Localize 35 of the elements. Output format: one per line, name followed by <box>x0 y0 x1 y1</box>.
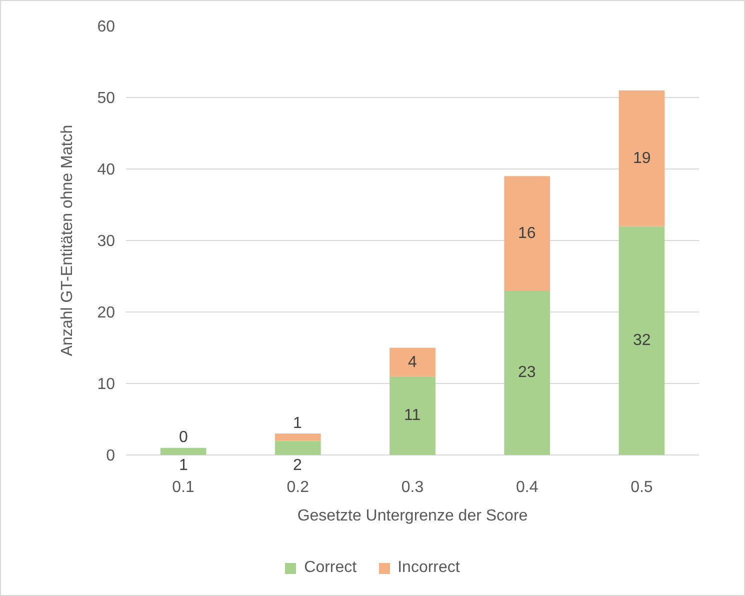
x-axis-title: Gesetzte Untergrenze der Score <box>297 508 528 525</box>
data-label: 4 <box>408 354 417 371</box>
bar <box>274 434 321 441</box>
legend-label: Correct <box>304 559 357 577</box>
x-tick-label: 0.4 <box>516 479 538 496</box>
y-tick-label: 30 <box>97 233 116 250</box>
bar <box>504 290 550 455</box>
data-label: 1 <box>293 415 302 432</box>
data-label: 19 <box>633 150 651 167</box>
legend-label: Incorrect <box>398 559 460 577</box>
bar <box>618 90 665 226</box>
data-label: 23 <box>518 364 536 381</box>
x-tick-label: 0.5 <box>630 479 653 496</box>
x-tick-label: 0.1 <box>172 479 195 496</box>
data-label: 1 <box>179 457 188 474</box>
y-tick-label: 10 <box>97 376 116 394</box>
y-tick-label: 20 <box>97 304 116 322</box>
data-label: 32 <box>633 332 651 349</box>
data-label: 0 <box>179 429 188 446</box>
bar <box>504 176 550 291</box>
bar <box>618 226 665 455</box>
y-tick-label: 40 <box>97 162 116 179</box>
y-tick-label: 50 <box>97 90 116 108</box>
data-label: 2 <box>293 457 302 474</box>
y-tick-label: 0 <box>106 448 116 465</box>
y-tick-label: 60 <box>97 18 116 36</box>
data-label: 16 <box>518 225 536 242</box>
bar <box>160 448 206 455</box>
bar <box>390 376 436 455</box>
x-tick-label: 0.3 <box>401 479 424 496</box>
y-axis-title: Anzahl GT-Entitäten ohne Match <box>59 124 76 356</box>
bar <box>390 348 436 376</box>
data-label: 11 <box>404 407 421 424</box>
bar <box>274 440 321 455</box>
x-tick-label: 0.2 <box>286 479 310 496</box>
